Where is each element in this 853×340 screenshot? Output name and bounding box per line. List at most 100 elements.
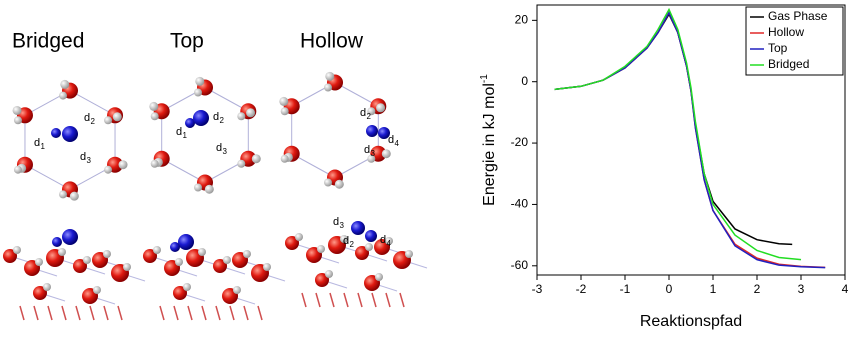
nitrogen-atom <box>193 110 209 126</box>
bond <box>386 293 390 307</box>
hydrogen-atom <box>198 248 206 256</box>
distance-label: d <box>364 144 370 156</box>
hydrogen-atom <box>233 286 241 294</box>
nitrogen-atom <box>51 128 61 138</box>
hydrogen-atom <box>246 108 255 117</box>
hydrogen-atom <box>113 112 122 121</box>
x-tick-label: -3 <box>532 282 543 296</box>
panel-title: Hollow <box>300 30 364 53</box>
legend-label: Bridged <box>768 57 809 71</box>
bond <box>244 306 248 320</box>
bond <box>316 293 320 307</box>
nitrogen-atom <box>52 237 62 247</box>
nitrogen-atom <box>365 230 377 242</box>
hydrogen-atom <box>119 160 128 169</box>
legend-label: Hollow <box>768 25 804 39</box>
distance-label: d <box>343 235 349 247</box>
hydrogen-atom <box>375 273 383 281</box>
bond <box>34 306 38 320</box>
hydrogen-atom <box>59 190 67 198</box>
bond <box>76 306 80 320</box>
hydrogen-atom <box>376 103 385 112</box>
hydrogen-atom <box>325 270 333 278</box>
x-tick-label: -2 <box>576 282 587 296</box>
bond <box>372 293 376 307</box>
bond <box>230 306 234 320</box>
bond <box>48 306 52 320</box>
hydrogen-atom <box>59 92 67 100</box>
hydrogen-atom <box>237 112 245 120</box>
y-tick-label: -60 <box>511 258 529 272</box>
x-tick-label: 2 <box>754 282 761 296</box>
figure: d1d2d3d1d2d3d2d3d4d3d2d4 -3-2-101234-60-… <box>0 0 853 335</box>
y-axis-label: Energie in kJ mol-1 <box>479 74 499 206</box>
y-axis-label-superscript: -1 <box>479 74 490 83</box>
hydrogen-atom <box>237 160 245 168</box>
hydrogen-atom <box>14 116 22 124</box>
x-tick-label: -1 <box>620 282 631 296</box>
hydrogen-atom <box>43 283 51 291</box>
hydrogen-atom <box>295 233 303 241</box>
hydrogen-atom <box>104 166 112 174</box>
bond <box>258 306 262 320</box>
hydrogen-atom <box>281 107 289 115</box>
hydrogen-atom <box>93 286 101 294</box>
distance-label: d <box>80 151 86 163</box>
hydrogen-atom <box>175 258 183 266</box>
nitrogen-atom <box>170 242 180 252</box>
hydrogen-atom <box>60 80 69 89</box>
bond <box>104 306 108 320</box>
bond <box>90 306 94 320</box>
hydrogen-atom <box>14 166 22 174</box>
distance-label: d <box>360 107 366 119</box>
x-tick-label: 4 <box>842 282 849 296</box>
hydrogen-atom <box>194 184 202 192</box>
x-tick-label: 3 <box>798 282 805 296</box>
legend-label: Top <box>768 41 788 55</box>
distance-label: d <box>34 137 40 149</box>
distance-label-subscript: 2 <box>350 240 355 249</box>
nitrogen-atom <box>178 234 194 250</box>
distance-label-subscript: 2 <box>220 116 225 125</box>
bond <box>20 306 24 320</box>
bond <box>216 306 220 320</box>
x-tick-label: 0 <box>666 282 673 296</box>
hydrogen-atom <box>324 84 332 92</box>
panel-title: Top <box>170 30 204 53</box>
hydrogen-atom <box>281 155 289 163</box>
hydrogen-atom <box>151 160 159 168</box>
hydrogen-atom <box>83 256 91 264</box>
hydrogen-atom <box>13 106 22 115</box>
distance-label-subscript: 4 <box>395 139 400 148</box>
distance-label-subscript: 2 <box>91 117 96 126</box>
y-tick-label: 0 <box>521 74 528 88</box>
hydrogen-atom <box>195 77 204 86</box>
distance-label: d <box>176 126 182 138</box>
hydrogen-atom <box>324 179 332 187</box>
y-axis-label-text: Energie in kJ mol <box>481 83 498 206</box>
distance-label: d <box>388 134 394 146</box>
hydrogen-atom <box>279 97 288 106</box>
distance-label-subscript: 2 <box>367 112 372 121</box>
bond <box>188 306 192 320</box>
distance-label-subscript: 3 <box>340 221 345 230</box>
hydrogen-atom <box>317 245 325 253</box>
hydrogen-atom <box>70 192 79 201</box>
hydrogen-atom <box>149 102 158 111</box>
distance-label: d <box>213 111 219 123</box>
hydrogen-atom <box>183 283 191 291</box>
panel-title: Bridged <box>12 30 84 53</box>
distance-label: d <box>216 142 222 154</box>
distance-label-subscript: 3 <box>223 147 228 156</box>
distance-label: d <box>333 216 339 228</box>
hydrogen-atom <box>252 154 261 163</box>
hydrogen-atom <box>194 89 202 97</box>
bond <box>400 293 404 307</box>
distance-label-subscript: 3 <box>371 149 376 158</box>
distance-label-subscript: 1 <box>41 142 46 151</box>
bond <box>62 306 66 320</box>
hydrogen-atom <box>205 185 214 194</box>
hydrogen-atom <box>103 250 111 258</box>
hydrogen-atom <box>13 246 21 254</box>
bond <box>330 293 334 307</box>
